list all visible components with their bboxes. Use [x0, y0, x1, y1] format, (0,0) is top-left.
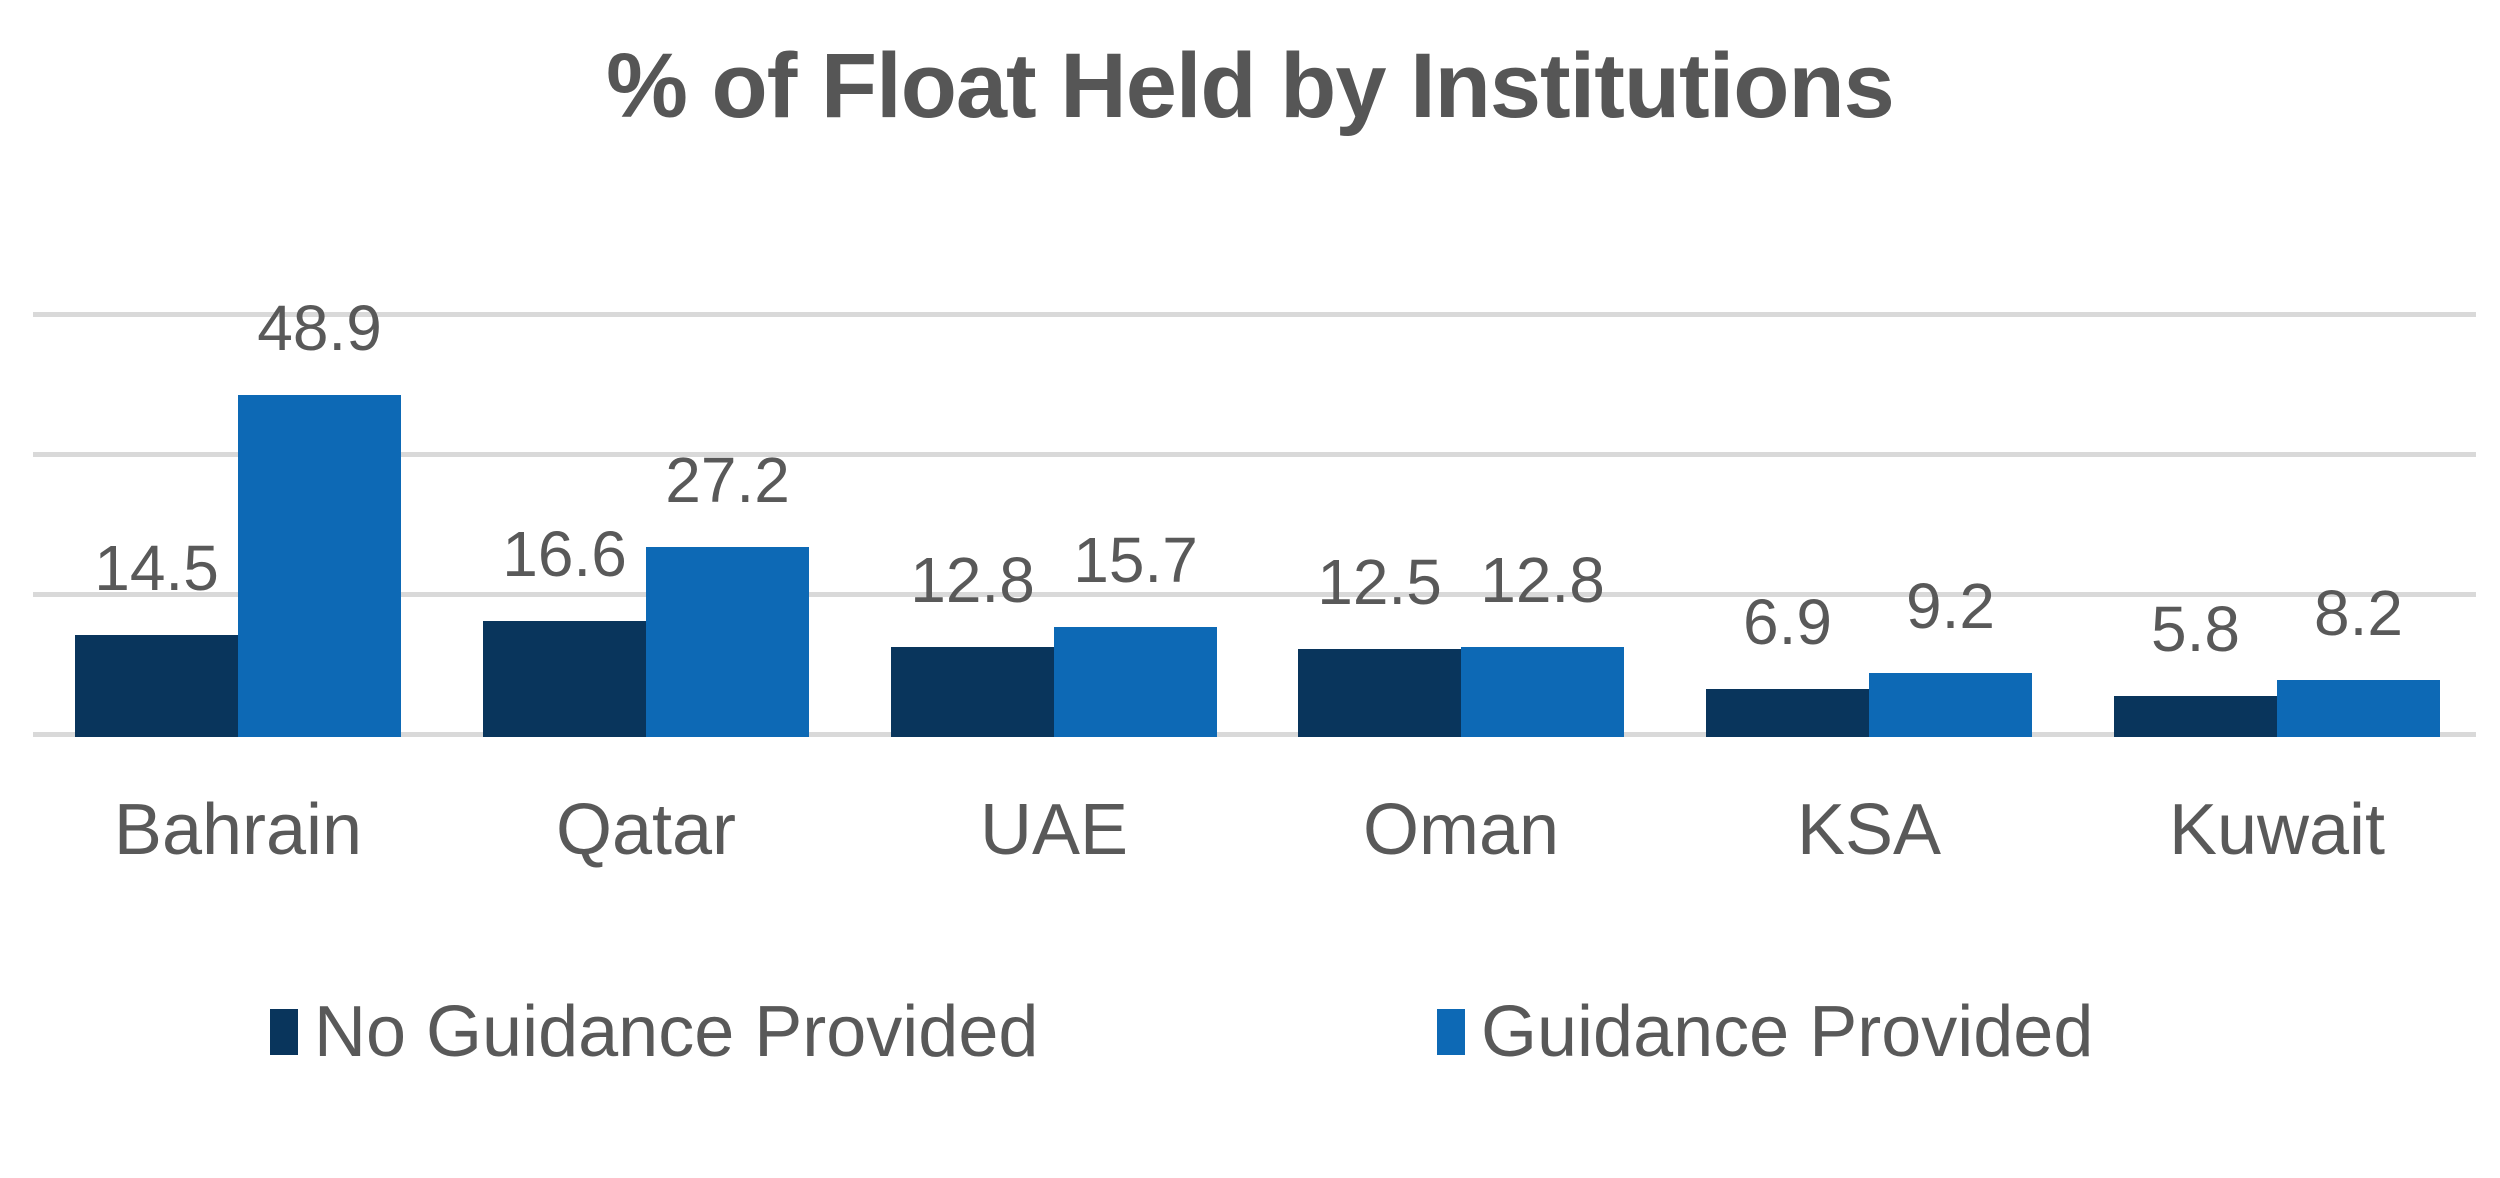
category-label-uae: UAE	[979, 790, 1129, 870]
gridline-20	[33, 592, 2476, 597]
bar-ksa-no-guidance-provided[interactable]	[1706, 689, 1869, 737]
gridline-0	[33, 732, 2476, 737]
legend-swatch-guidance-icon	[1437, 1009, 1465, 1055]
bar-qatar-guidance-provided[interactable]	[646, 547, 809, 737]
bar-qatar-no-guidance-provided[interactable]	[483, 621, 646, 737]
value-label-kuwait-guidance-provided: 8.2	[2314, 577, 2403, 649]
bar-oman-guidance-provided[interactable]	[1461, 647, 1624, 737]
category-label-qatar: Qatar	[555, 790, 737, 870]
value-label-qatar-guidance-provided: 27.2	[665, 444, 790, 516]
bar-uae-guidance-provided[interactable]	[1054, 627, 1217, 737]
bar-bahrain-guidance-provided[interactable]	[238, 395, 401, 737]
gridline-40	[33, 452, 2476, 457]
value-label-qatar-no-guidance-provided: 16.6	[502, 518, 627, 590]
value-label-bahrain-no-guidance-provided: 14.5	[94, 532, 219, 604]
value-label-bahrain-guidance-provided: 48.9	[257, 292, 382, 364]
category-label-bahrain: Bahrain	[113, 790, 363, 870]
legend-swatch-no-guidance-icon	[270, 1009, 298, 1055]
category-label-kuwait: Kuwait	[2168, 790, 2386, 870]
bar-kuwait-guidance-provided[interactable]	[2277, 680, 2440, 737]
value-label-ksa-guidance-provided: 9.2	[1906, 570, 1995, 642]
value-label-uae-guidance-provided: 15.7	[1073, 524, 1198, 596]
value-label-kuwait-no-guidance-provided: 5.8	[2151, 593, 2240, 665]
gridline-60	[33, 312, 2476, 317]
legend-label-guidance-provided: Guidance Provided	[1481, 992, 2094, 1072]
legend-item-guidance-provided[interactable]: Guidance Provided	[1437, 996, 2093, 1068]
value-label-oman-no-guidance-provided: 12.5	[1317, 546, 1442, 618]
bar-ksa-guidance-provided[interactable]	[1869, 673, 2032, 737]
bar-bahrain-no-guidance-provided[interactable]	[75, 635, 238, 737]
value-label-uae-no-guidance-provided: 12.8	[910, 544, 1035, 616]
legend-label-no-guidance-provided: No Guidance Provided	[314, 992, 1039, 1072]
category-label-oman: Oman	[1362, 790, 1560, 870]
value-label-oman-guidance-provided: 12.8	[1480, 544, 1605, 616]
value-label-ksa-no-guidance-provided: 6.9	[1743, 586, 1832, 658]
bar-oman-no-guidance-provided[interactable]	[1298, 649, 1461, 737]
chart-title: % of Float Held by Institutions	[606, 35, 1895, 137]
category-label-ksa: KSA	[1796, 790, 1942, 870]
bar-kuwait-no-guidance-provided[interactable]	[2114, 696, 2277, 737]
legend-item-no-guidance-provided[interactable]: No Guidance Provided	[270, 996, 1038, 1068]
bar-uae-no-guidance-provided[interactable]	[891, 647, 1054, 737]
